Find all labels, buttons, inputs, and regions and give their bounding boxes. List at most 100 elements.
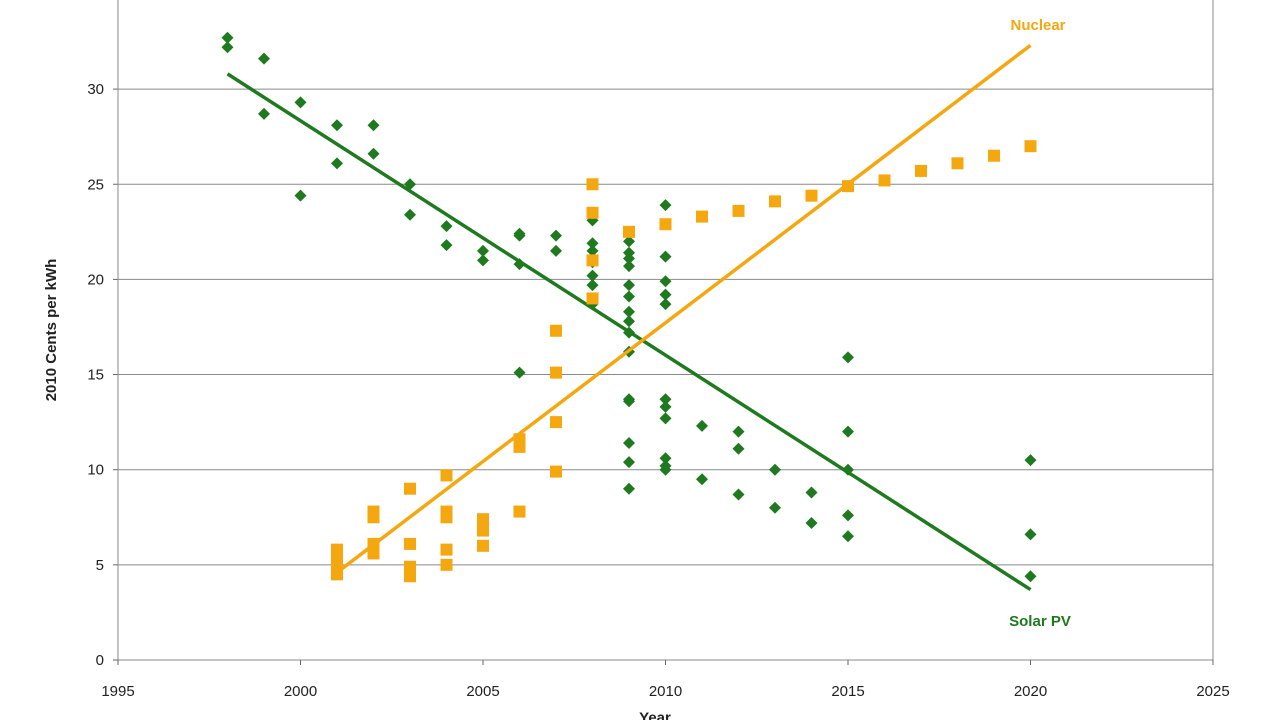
point xyxy=(623,456,635,469)
point xyxy=(550,229,562,242)
point xyxy=(842,530,854,543)
point xyxy=(769,195,781,208)
point xyxy=(440,220,453,233)
point xyxy=(1024,570,1037,583)
y-tick-label: 10 xyxy=(87,462,104,479)
point xyxy=(842,351,854,364)
point xyxy=(805,486,818,499)
point xyxy=(586,206,599,219)
point xyxy=(732,488,745,501)
point xyxy=(550,244,562,257)
point xyxy=(331,157,343,170)
point xyxy=(513,229,526,242)
point xyxy=(586,269,599,282)
point xyxy=(440,543,453,556)
point xyxy=(842,509,854,522)
point xyxy=(440,511,453,524)
point xyxy=(623,437,635,450)
point xyxy=(878,174,891,187)
point xyxy=(367,511,380,524)
point xyxy=(623,252,635,265)
point xyxy=(696,473,708,486)
point xyxy=(404,537,416,550)
point xyxy=(659,199,672,212)
y-tick-label: 0 xyxy=(96,652,104,669)
point xyxy=(367,119,380,132)
point xyxy=(1024,140,1037,153)
point xyxy=(404,560,416,573)
point xyxy=(221,31,234,44)
point xyxy=(623,482,635,495)
point xyxy=(623,290,635,303)
point xyxy=(550,324,562,337)
point xyxy=(331,119,343,132)
point xyxy=(513,505,526,518)
trend-line xyxy=(335,43,1032,574)
y-tick-label: 35 xyxy=(87,0,104,3)
point xyxy=(404,570,416,583)
point xyxy=(805,189,818,202)
point xyxy=(477,524,489,537)
y-tick-label: 15 xyxy=(87,367,104,384)
point xyxy=(513,366,526,379)
plot-border xyxy=(117,0,1214,661)
point xyxy=(659,412,672,425)
point xyxy=(440,469,453,482)
point xyxy=(659,250,672,263)
point xyxy=(404,208,416,221)
point xyxy=(550,366,562,379)
x-tick-label: 2000 xyxy=(284,683,317,700)
y-axis-label: 2010 Cents per kWh xyxy=(43,259,60,402)
point xyxy=(659,393,672,406)
y-tick-label: 25 xyxy=(87,176,104,193)
point xyxy=(513,440,526,453)
point xyxy=(769,463,781,476)
point xyxy=(659,275,672,288)
point xyxy=(404,482,416,495)
point xyxy=(1024,454,1037,467)
series-label: Solar PV xyxy=(1009,613,1071,630)
point xyxy=(623,305,635,318)
point xyxy=(258,107,270,120)
point xyxy=(623,395,635,408)
point xyxy=(659,452,672,465)
point xyxy=(842,425,854,438)
point xyxy=(586,237,599,250)
point xyxy=(659,298,672,311)
point xyxy=(951,157,964,170)
series-label: Nuclear xyxy=(1010,17,1065,34)
point xyxy=(659,400,672,413)
y-tick-label: 20 xyxy=(87,271,104,288)
point xyxy=(331,551,343,564)
point xyxy=(221,41,234,54)
point xyxy=(477,539,489,552)
point xyxy=(915,164,927,177)
point xyxy=(623,235,635,248)
point xyxy=(696,210,708,223)
point xyxy=(477,254,489,267)
x-tick-label: 2010 xyxy=(649,683,682,700)
trend-line xyxy=(226,72,1032,592)
point xyxy=(586,292,599,305)
point xyxy=(586,178,599,191)
point xyxy=(805,516,818,529)
x-tick-label: 2015 xyxy=(831,683,864,700)
point xyxy=(477,244,489,257)
point xyxy=(623,315,635,328)
y-tick-label: 30 xyxy=(87,81,104,98)
point xyxy=(586,279,599,292)
point xyxy=(696,419,708,432)
point xyxy=(659,288,672,301)
point xyxy=(367,147,380,160)
point xyxy=(477,513,489,526)
point xyxy=(440,239,453,252)
point xyxy=(623,279,635,292)
point xyxy=(550,465,562,478)
point xyxy=(550,416,562,429)
x-tick-label: 2020 xyxy=(1014,683,1047,700)
point xyxy=(732,442,745,455)
point xyxy=(659,218,672,231)
point xyxy=(294,96,307,109)
